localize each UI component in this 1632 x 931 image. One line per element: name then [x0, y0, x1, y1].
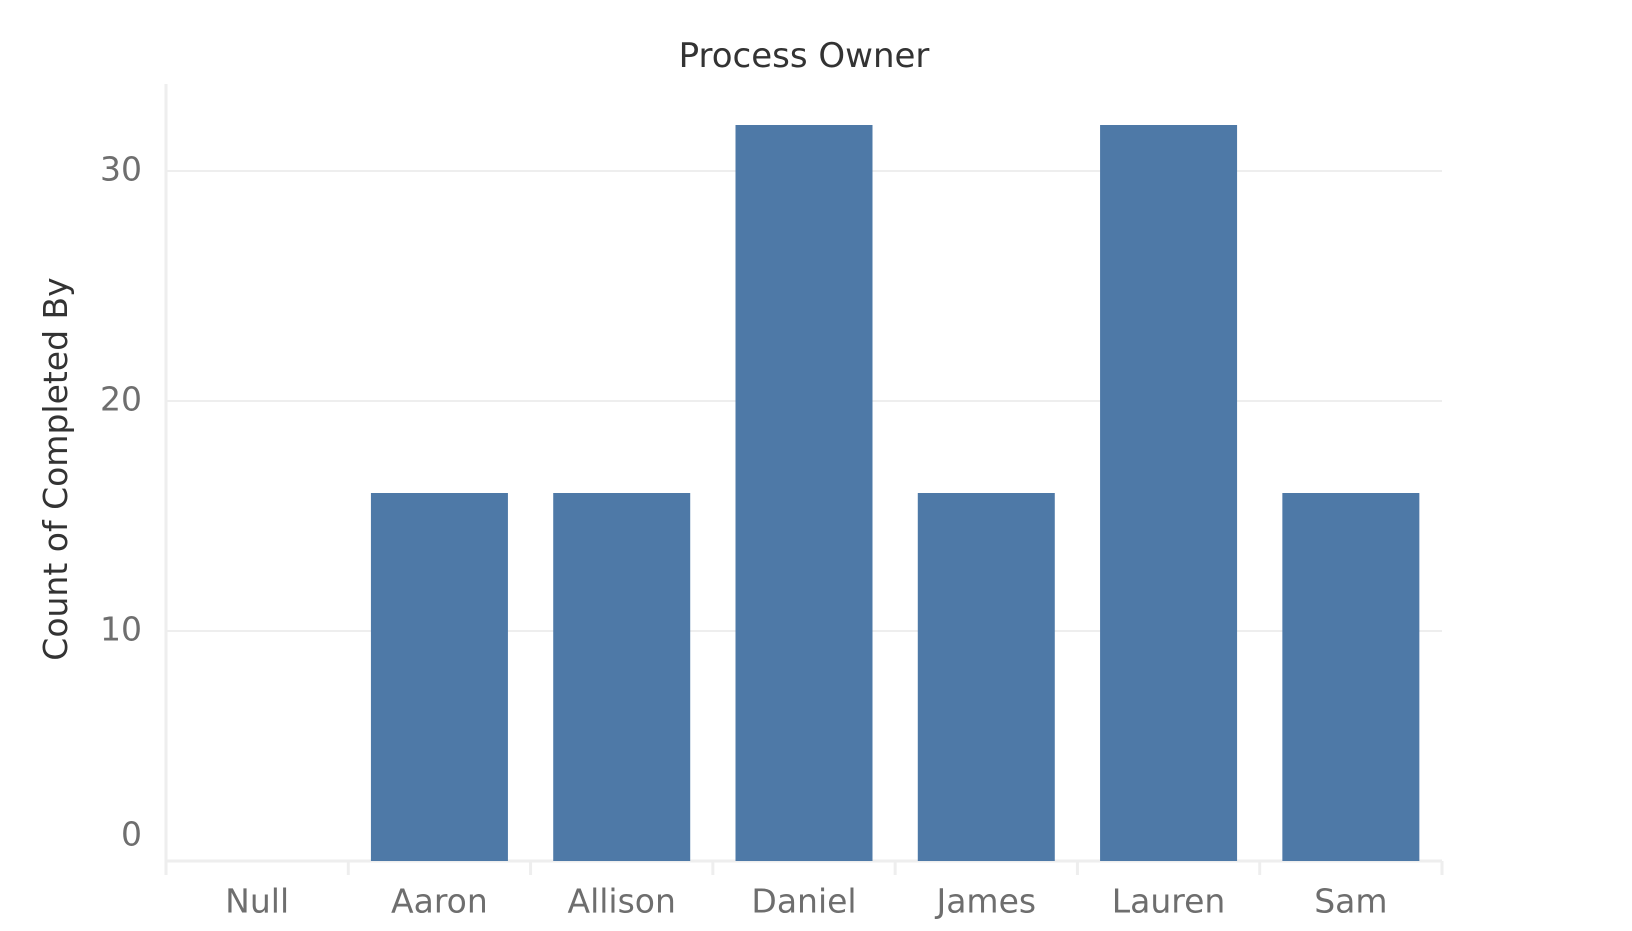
- y-tick-label: 10: [100, 610, 142, 649]
- bar-allison[interactable]: [553, 493, 691, 861]
- x-category-label: Lauren: [1112, 882, 1226, 921]
- x-category-label: James: [934, 882, 1036, 921]
- x-axis-category-labels: Null Aaron Allison Daniel James Lauren Sam: [225, 882, 1387, 921]
- x-category-label: Allison: [568, 882, 676, 921]
- y-axis-tick-labels: 0 10 20 30: [100, 150, 142, 854]
- x-category-label: Daniel: [751, 882, 856, 921]
- y-tick-label: 30: [100, 150, 142, 189]
- x-category-label: Null: [225, 882, 289, 921]
- x-category-label: Aaron: [391, 882, 488, 921]
- y-tick-label: 20: [100, 380, 142, 419]
- chart-title: Process Owner: [679, 36, 930, 76]
- bars: [370, 125, 1420, 861]
- y-axis-title: Count of Completed By: [36, 277, 75, 660]
- bar-james[interactable]: [917, 493, 1055, 861]
- bar-sam[interactable]: [1282, 493, 1420, 861]
- x-category-label: Sam: [1314, 882, 1387, 921]
- bar-lauren[interactable]: [1100, 125, 1238, 861]
- bar-aaron[interactable]: [370, 493, 508, 861]
- bar-daniel[interactable]: [735, 125, 873, 861]
- y-tick-label: 0: [121, 815, 142, 854]
